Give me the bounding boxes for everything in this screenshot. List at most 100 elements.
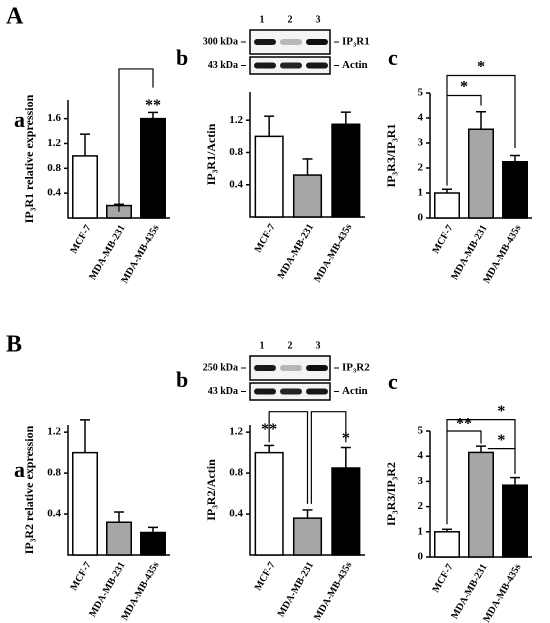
axis bbox=[249, 425, 365, 556]
blot-band bbox=[306, 388, 328, 395]
y-tick-label: 5 bbox=[418, 87, 424, 99]
y-axis-label: IP₃R1 relative expression bbox=[22, 94, 36, 223]
y-tick-label: 1.2 bbox=[229, 426, 243, 438]
y-tick-label: 2 bbox=[418, 162, 424, 174]
y-tick-label: 1 bbox=[418, 187, 424, 199]
blot-band bbox=[280, 365, 302, 371]
kda-label: 43 kDa bbox=[208, 60, 238, 71]
kda-label: 250 kDa bbox=[203, 362, 238, 373]
y-tick-label: 0.8 bbox=[47, 467, 61, 479]
y-tick-label: 3 bbox=[418, 475, 424, 487]
panel-label: b bbox=[176, 367, 188, 392]
x-tick-label: MCF-7 bbox=[69, 223, 94, 255]
y-tick-label: 0.8 bbox=[47, 162, 61, 174]
bar bbox=[140, 117, 166, 219]
kda-label: 43 kDa bbox=[208, 386, 238, 397]
y-tick-label: 0 bbox=[418, 551, 424, 563]
y-tick-label: 2 bbox=[418, 500, 424, 512]
bar bbox=[254, 135, 284, 218]
y-tick-label: 0.8 bbox=[229, 467, 243, 479]
panel-label: c bbox=[388, 45, 398, 70]
y-tick-label: 1.2 bbox=[47, 137, 61, 149]
x-tick-label: MDA-MB-435s bbox=[312, 222, 354, 284]
x-tick-label: MCF-7 bbox=[431, 223, 456, 255]
axis bbox=[67, 100, 170, 219]
y-axis-label: IP₃R1/Actin bbox=[204, 123, 218, 185]
y-axis-label: IP₃R2 relative expression bbox=[22, 425, 36, 554]
x-tick-label: MDA-MB-231 bbox=[276, 560, 316, 619]
x-tick-label: MCF-7 bbox=[253, 560, 278, 592]
blot-band bbox=[254, 62, 276, 69]
axis bbox=[249, 92, 365, 218]
blot-band bbox=[306, 39, 328, 45]
bar bbox=[468, 451, 494, 558]
blot-band bbox=[280, 388, 302, 395]
x-tick-label: MDA-MB-435s bbox=[481, 562, 523, 623]
y-axis-label: IP₃R3/IP₃R2 bbox=[384, 462, 398, 526]
protein-label: IP₃R2 bbox=[342, 362, 370, 374]
significance-bracket bbox=[118, 68, 154, 212]
blot-band bbox=[306, 365, 328, 371]
significance-bracket bbox=[446, 419, 516, 449]
significance-label: ** bbox=[261, 421, 277, 438]
significance-label: ** bbox=[456, 415, 472, 432]
bar bbox=[106, 521, 132, 556]
x-tick-label: MDA-MB-231 bbox=[87, 560, 127, 619]
blot-band bbox=[254, 39, 276, 45]
lane-label: 2 bbox=[288, 340, 293, 351]
significance-bracket bbox=[446, 430, 482, 525]
y-tick-label: 1.2 bbox=[47, 426, 61, 438]
section-label: B bbox=[6, 332, 22, 358]
bar bbox=[292, 174, 323, 218]
x-tick-label: MDA-MB-435s bbox=[481, 223, 523, 285]
axis bbox=[67, 425, 170, 556]
y-tick-label: 0.4 bbox=[47, 187, 61, 199]
significance-label: * bbox=[477, 59, 485, 76]
x-tick-label: MDA-MB-435s bbox=[312, 560, 354, 622]
section-label: A bbox=[6, 4, 24, 30]
significance-label: * bbox=[497, 403, 505, 420]
y-axis-label: IP₃R2/Actin bbox=[204, 459, 218, 521]
x-tick-label: MDA-MB-435s bbox=[119, 560, 161, 622]
lane-label: 3 bbox=[316, 340, 321, 351]
x-tick-label: MDA-MB-435s bbox=[119, 223, 161, 285]
lane-label: 1 bbox=[260, 340, 265, 351]
y-tick-label: 0.4 bbox=[229, 178, 243, 190]
panel-label: b bbox=[176, 45, 188, 70]
lane-label: 2 bbox=[288, 14, 293, 25]
bar bbox=[331, 467, 361, 556]
bar bbox=[502, 484, 528, 558]
bar bbox=[434, 192, 460, 219]
blot-band bbox=[306, 62, 328, 69]
panel-label: a bbox=[14, 457, 25, 482]
x-tick-label: MCF-7 bbox=[253, 222, 278, 254]
bar bbox=[292, 517, 323, 556]
significance-label: * bbox=[460, 79, 468, 96]
panel-label: a bbox=[14, 107, 25, 132]
blot-band bbox=[254, 365, 276, 371]
y-tick-label: 3 bbox=[418, 137, 424, 149]
y-tick-label: 0.8 bbox=[229, 146, 243, 158]
lane-label: 1 bbox=[260, 14, 265, 25]
y-axis-label: IP₃R3/IP₃R1 bbox=[384, 124, 398, 188]
kda-label: 300 kDa bbox=[203, 36, 238, 47]
panel-label: c bbox=[388, 369, 398, 394]
y-tick-label: 0 bbox=[418, 212, 424, 224]
y-tick-label: 1.2 bbox=[229, 114, 243, 126]
x-tick-label: MDA-MB-231 bbox=[276, 222, 316, 281]
y-tick-label: 4 bbox=[418, 112, 424, 124]
significance-label: * bbox=[497, 432, 505, 449]
x-tick-label: MDA-MB-231 bbox=[449, 562, 489, 621]
x-tick-label: MCF-7 bbox=[431, 562, 456, 594]
bar bbox=[254, 451, 284, 556]
y-tick-label: 0.4 bbox=[229, 508, 243, 520]
y-tick-label: 1 bbox=[418, 525, 424, 537]
bar bbox=[140, 531, 166, 556]
bar bbox=[72, 451, 98, 556]
x-tick-label: MDA-MB-231 bbox=[87, 223, 127, 282]
y-tick-label: 4 bbox=[418, 450, 424, 462]
bar bbox=[502, 161, 528, 219]
blot-band bbox=[254, 388, 276, 395]
significance-bracket bbox=[446, 74, 516, 148]
